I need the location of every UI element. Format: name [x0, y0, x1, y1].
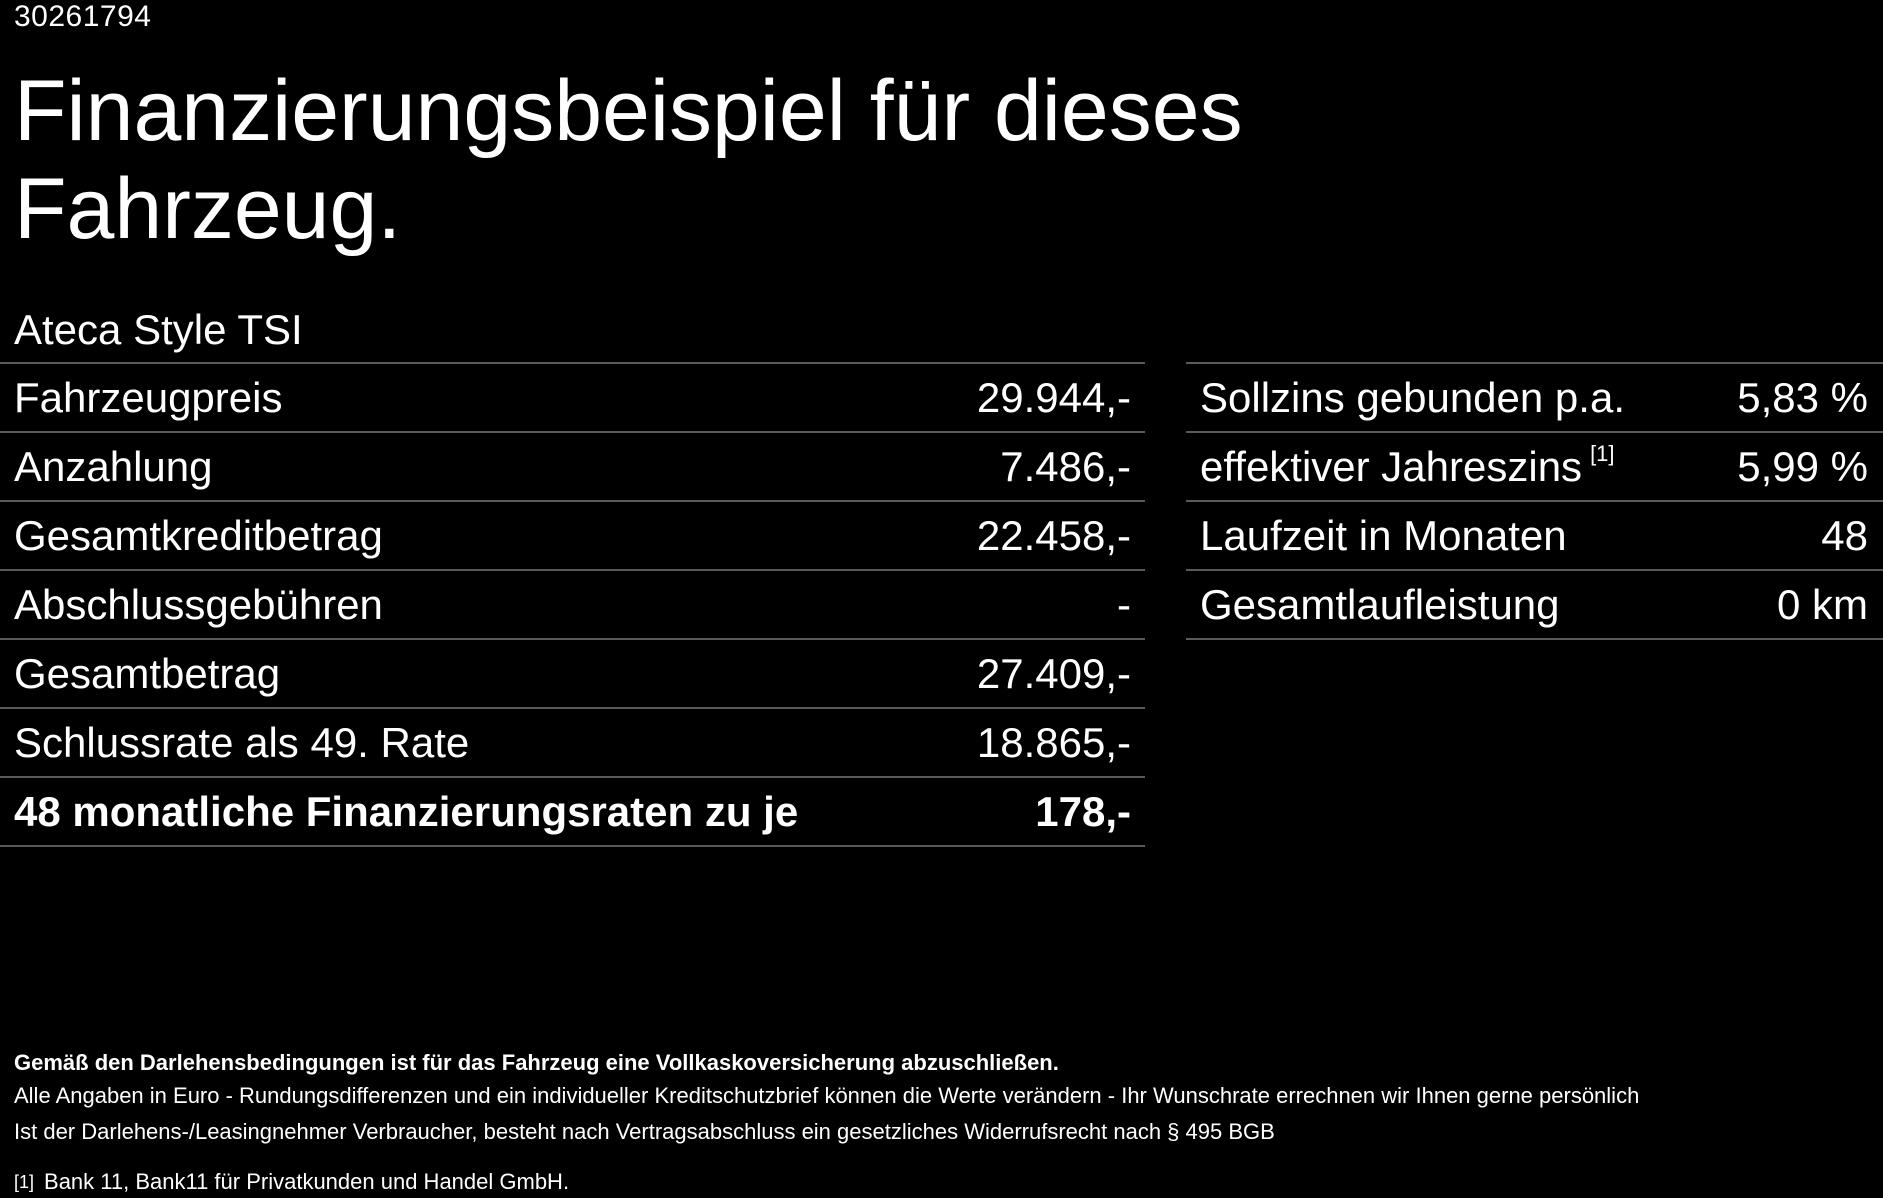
table-row-anzahlung: Anzahlung 7.486,-	[0, 433, 1145, 502]
row-label: Gesamtlaufleistung	[1200, 580, 1560, 628]
row-value: -	[1117, 580, 1131, 628]
footnote-text: Bank 11, Bank11 für Privatkunden und Han…	[44, 1169, 570, 1194]
row-value: 5,83 %	[1737, 373, 1868, 421]
table-row-fahrzeugpreis: Fahrzeugpreis 29.944,-	[0, 364, 1145, 433]
row-value: 29.944,-	[976, 373, 1131, 421]
table-row-laufzeit: Laufzeit in Monaten 48	[1186, 502, 1883, 571]
row-label: Gesamtbetrag	[14, 649, 281, 697]
disclaimer-line: Alle Angaben in Euro - Rundungsdifferenz…	[14, 1083, 1640, 1108]
table-row-gesamtlaufleistung: Gesamtlaufleistung 0 km	[1186, 571, 1883, 640]
row-value: 22.458,-	[976, 511, 1131, 559]
footnote-marker: [1]	[14, 1172, 35, 1192]
row-label-group: effektiver Jahreszins [1]	[1200, 440, 1615, 491]
row-value: 7.486,-	[1000, 442, 1131, 490]
table-row-effektiver-jahreszins: effektiver Jahreszins [1] 5,99 %	[1186, 433, 1883, 502]
table-row-sollzins: Sollzins gebunden p.a. 5,83 %	[1186, 364, 1883, 433]
withdrawal-right-line: Ist der Darlehens-/Leasingnehmer Verbrau…	[14, 1119, 1275, 1144]
row-value: 27.409,-	[976, 649, 1131, 697]
legal-notes: Gemäß den Darlehensbedingungen ist für d…	[14, 1048, 1874, 1150]
footnote-reference: [1]	[1590, 440, 1615, 466]
row-label: Sollzins gebunden p.a.	[1200, 373, 1625, 421]
interest-table: Sollzins gebunden p.a. 5,83 % effektiver…	[1186, 362, 1883, 640]
row-value: 178,-	[1035, 787, 1131, 835]
row-value: 48	[1821, 511, 1868, 559]
insurance-note: Gemäß den Darlehensbedingungen ist für d…	[14, 1050, 1059, 1075]
page-title: Finanzierungsbeispiel für dieses Fahrzeu…	[14, 63, 1243, 257]
row-value: 0 km	[1776, 580, 1868, 628]
row-label: Laufzeit in Monaten	[1200, 511, 1567, 559]
table-row-gesamtkreditbetrag: Gesamtkreditbetrag 22.458,-	[0, 502, 1145, 571]
footnote: [1] Bank 11, Bank11 für Privatkunden und …	[14, 1168, 569, 1196]
reference-id: 30261794	[14, 0, 152, 33]
row-label: Abschlussgebühren	[14, 580, 383, 628]
table-row-gesamtbetrag: Gesamtbetrag 27.409,-	[0, 640, 1145, 709]
row-label: Fahrzeugpreis	[14, 373, 283, 421]
row-value: 18.865,-	[976, 718, 1131, 766]
row-value: 5,99 %	[1737, 442, 1868, 490]
table-row-monthly-rate: 48 monatliche Finanzierungsraten zu je 1…	[0, 778, 1145, 847]
row-label: effektiver Jahreszins	[1200, 442, 1583, 490]
vehicle-model: Ateca Style TSI	[14, 306, 303, 353]
row-label: Gesamtkreditbetrag	[14, 511, 383, 559]
table-row-schlussrate: Schlussrate als 49. Rate 18.865,-	[0, 709, 1145, 778]
table-row-abschlussgebuehren: Abschlussgebühren -	[0, 571, 1145, 640]
row-label: Schlussrate als 49. Rate	[14, 718, 470, 766]
row-label: 48 monatliche Finanzierungsraten zu je	[14, 787, 799, 835]
row-label: Anzahlung	[14, 442, 213, 490]
financing-table: Fahrzeugpreis 29.944,- Anzahlung 7.486,-…	[0, 362, 1145, 847]
